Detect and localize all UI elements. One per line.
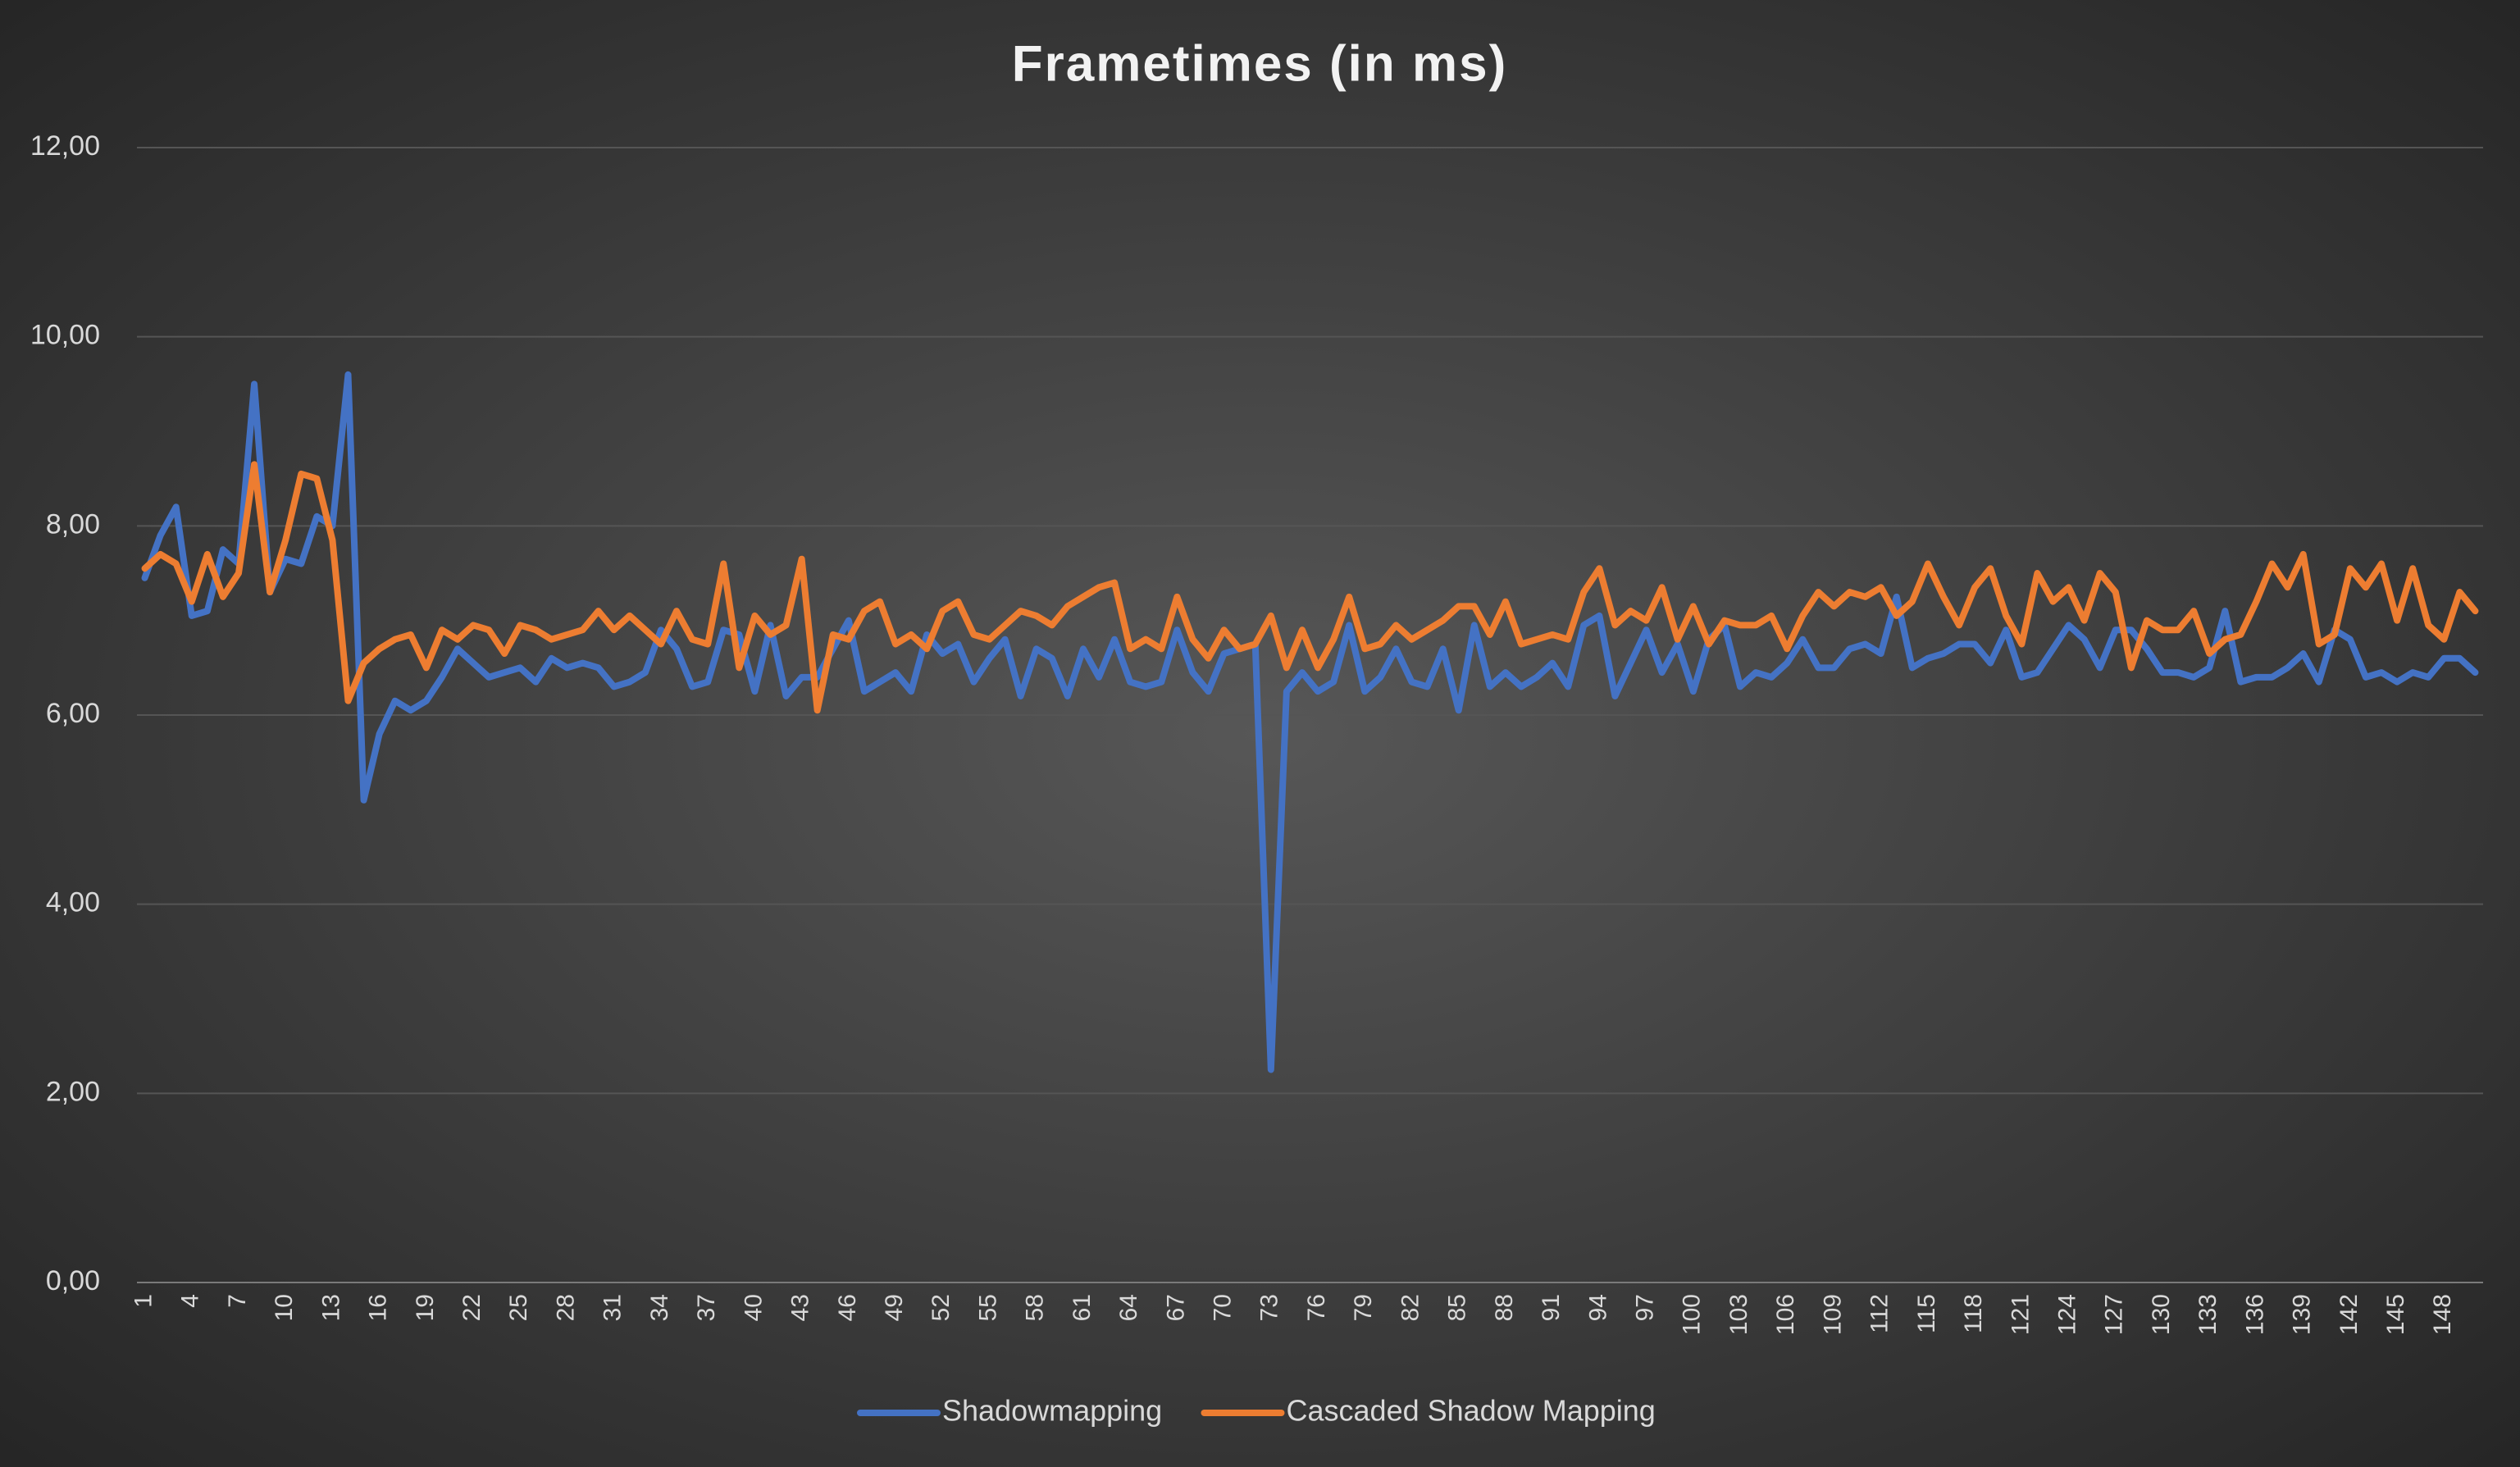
x-tick-label: 37 (693, 1294, 720, 1321)
x-tick-label: 64 (1115, 1294, 1142, 1321)
x-tick-label: 1 (130, 1294, 157, 1308)
y-tick-label: 10,00 (30, 320, 100, 351)
x-tick-label: 58 (1022, 1294, 1049, 1321)
x-tick-label: 52 (927, 1294, 955, 1321)
x-tick-label: 145 (2382, 1294, 2409, 1335)
x-tick-label: 19 (412, 1294, 439, 1321)
x-tick-label: 61 (1069, 1294, 1096, 1321)
y-tick-label: 12,00 (30, 130, 100, 162)
x-tick-label: 43 (787, 1294, 814, 1321)
x-tick-label: 112 (1866, 1294, 1893, 1333)
x-tick-label: 4 (177, 1294, 204, 1308)
x-tick-label: 34 (646, 1294, 673, 1321)
y-tick-label: 0,00 (46, 1265, 100, 1296)
x-tick-label: 127 (2101, 1294, 2128, 1335)
x-tick-label: 148 (2429, 1294, 2456, 1335)
x-tick-label: 40 (740, 1294, 767, 1321)
x-tick-label: 28 (552, 1294, 579, 1321)
x-tick-label: 73 (1256, 1294, 1283, 1321)
x-tick-label: 97 (1631, 1294, 1658, 1321)
x-tick-label: 25 (505, 1294, 532, 1321)
x-tick-label: 121 (2007, 1294, 2034, 1335)
x-tick-label: 46 (834, 1294, 861, 1321)
x-tick-label: 136 (2241, 1294, 2268, 1335)
x-tick-label: 103 (1725, 1294, 1752, 1335)
y-tick-label: 8,00 (46, 508, 100, 540)
x-tick-label: 85 (1444, 1294, 1471, 1321)
x-tick-label: 10 (271, 1294, 298, 1321)
x-tick-label: 22 (458, 1294, 485, 1321)
x-tick-label: 67 (1162, 1294, 1189, 1321)
x-tick-label: 133 (2194, 1294, 2222, 1335)
y-tick-label: 6,00 (46, 698, 100, 729)
x-tick-label: 91 (1538, 1294, 1565, 1321)
x-tick-label: 124 (2053, 1294, 2080, 1335)
chart-title: Frametimes (in ms) (1012, 35, 1508, 92)
x-tick-label: 13 (317, 1294, 344, 1321)
x-tick-label: 76 (1303, 1294, 1330, 1321)
y-tick-label: 2,00 (46, 1076, 100, 1107)
legend-label: Cascaded Shadow Mapping (1287, 1394, 1656, 1428)
x-tick-label: 49 (881, 1294, 908, 1321)
x-tick-label: 115 (1913, 1294, 1940, 1333)
x-tick-label: 70 (1210, 1294, 1237, 1321)
x-tick-label: 106 (1772, 1294, 1799, 1335)
series-line (141, 371, 2479, 1073)
x-tick-label: 94 (1584, 1294, 1611, 1321)
x-tick-label: 142 (2335, 1294, 2363, 1335)
x-tick-label: 7 (224, 1294, 251, 1308)
x-tick-label: 100 (1679, 1294, 1706, 1335)
x-tick-label: 79 (1350, 1294, 1377, 1321)
x-tick-label: 130 (2148, 1294, 2175, 1335)
legend-label: Shadowmapping (942, 1394, 1162, 1428)
x-tick-label: 88 (1491, 1294, 1518, 1321)
series-line (141, 461, 2479, 714)
x-tick-label: 118 (1960, 1294, 1987, 1333)
x-tick-label: 139 (2289, 1294, 2316, 1335)
x-tick-label: 16 (365, 1294, 392, 1321)
x-tick-label: 31 (599, 1294, 627, 1321)
x-tick-label: 109 (1819, 1294, 1846, 1335)
y-tick-label: 4,00 (46, 887, 100, 918)
x-tick-label: 82 (1397, 1294, 1424, 1321)
x-tick-label: 55 (974, 1294, 1001, 1321)
